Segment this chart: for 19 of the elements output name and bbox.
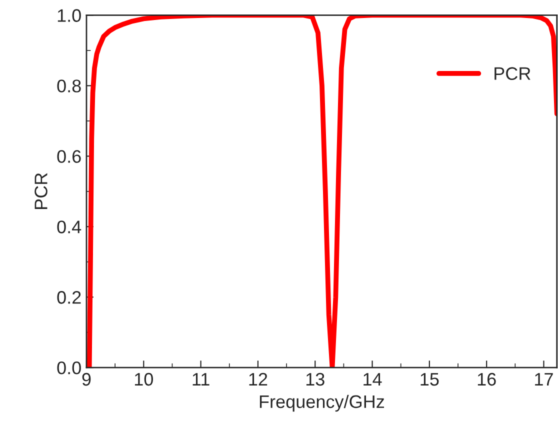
line-series xyxy=(86,15,557,368)
x-tick-label: 12 xyxy=(249,372,268,386)
y-tick-label: 0.4 xyxy=(57,220,82,234)
y-tick-label: 0.2 xyxy=(57,291,81,304)
legend-label: PCR xyxy=(494,67,530,80)
y-tick-label: 0.6 xyxy=(57,150,81,163)
x-tick-label: 13 xyxy=(306,372,324,386)
x-tick-label: 14 xyxy=(364,373,382,386)
y-tick-label: 0.8 xyxy=(57,80,81,92)
x-tick-label: 11 xyxy=(192,373,210,386)
x-tick-label: 10 xyxy=(134,372,153,386)
x-tick-label: 16 xyxy=(478,372,496,386)
x-tick-label: 17 xyxy=(535,373,553,386)
y-tick-label: 0.0 xyxy=(57,362,81,374)
x-tick-label: 9 xyxy=(82,372,91,386)
y-axis-title: PCR xyxy=(34,173,48,209)
y-tick-label: 1.0 xyxy=(58,9,81,22)
x-axis-title: Frequency/GHz xyxy=(260,394,384,412)
x-tick-label: 15 xyxy=(420,373,439,386)
